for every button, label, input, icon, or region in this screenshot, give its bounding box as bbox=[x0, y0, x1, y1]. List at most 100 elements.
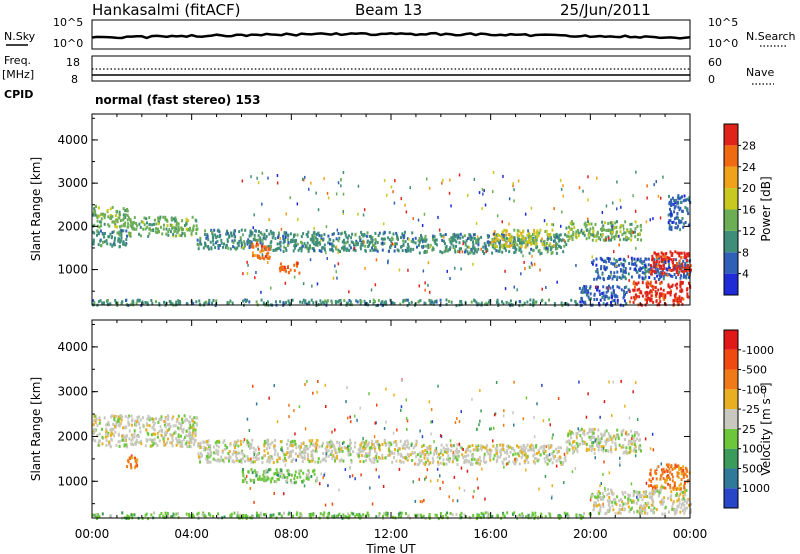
velocity-echo-cell bbox=[442, 453, 444, 457]
power-echo-cell bbox=[524, 245, 527, 249]
velocity-echo-cell bbox=[601, 496, 604, 499]
velocity-echo-cell bbox=[604, 430, 607, 434]
power-echo-band bbox=[92, 204, 129, 229]
velocity-echo-cell bbox=[527, 461, 530, 464]
velocity-echo-cell bbox=[474, 444, 477, 448]
power-echo-cell bbox=[501, 233, 503, 236]
power-echo-cell bbox=[451, 239, 454, 243]
power-scatter-cell bbox=[285, 231, 287, 235]
velocity-echo-cell bbox=[664, 486, 667, 490]
power-echo-cell bbox=[488, 299, 491, 303]
power-scatter-cell bbox=[618, 243, 620, 247]
power-echo-cell bbox=[370, 236, 373, 240]
power-echo-cell bbox=[474, 239, 477, 243]
velocity-echo-cell bbox=[686, 474, 689, 478]
velocity-echo-cell bbox=[98, 421, 101, 425]
velocity-echo-cell bbox=[406, 458, 409, 462]
power-echo-cell bbox=[121, 300, 124, 304]
velocity-echo-cell bbox=[171, 515, 174, 518]
power-echo-cell bbox=[494, 241, 497, 245]
power-echo-cell bbox=[120, 224, 123, 228]
power-echo-cell bbox=[332, 239, 335, 243]
velocity-echo-cell bbox=[193, 431, 196, 435]
velocity-echo-cell bbox=[207, 444, 210, 448]
velocity-echo-cell bbox=[205, 439, 208, 443]
power-echo-cell bbox=[504, 229, 507, 233]
velocity-echo-cell bbox=[683, 484, 686, 488]
velocity-echo-cell bbox=[415, 440, 418, 444]
power-echo-cell bbox=[513, 236, 516, 240]
power-echo-cell bbox=[665, 252, 668, 255]
power-scatter-cell bbox=[522, 254, 524, 258]
power-scatter-cell bbox=[348, 290, 350, 294]
velocity-echo-cell bbox=[327, 449, 330, 453]
power-echo-cell bbox=[455, 304, 458, 308]
power-echo-band bbox=[278, 261, 301, 275]
velocity-echo-cell bbox=[180, 443, 183, 447]
velocity-echo-cell bbox=[405, 512, 407, 515]
power-echo-cell bbox=[558, 233, 561, 237]
velocity-echo-cell bbox=[301, 460, 304, 463]
velocity-echo-cell bbox=[524, 449, 526, 453]
power-echo-cell bbox=[371, 235, 374, 239]
power-echo-cell bbox=[278, 246, 281, 250]
power-echo-cell bbox=[212, 236, 215, 240]
power-scatter-cell bbox=[475, 221, 478, 225]
velocity-echo-cell bbox=[167, 418, 170, 421]
velocity-echo-cell bbox=[527, 513, 530, 517]
power-echo-cell bbox=[353, 243, 356, 247]
power-scatter-cell bbox=[404, 203, 406, 207]
velocity-echo-cell bbox=[302, 442, 305, 446]
power-echo-cell bbox=[593, 298, 596, 301]
power-echo-cell bbox=[570, 298, 573, 302]
velocity-echo-cell bbox=[206, 457, 209, 461]
velocity-echo-cell bbox=[674, 466, 677, 470]
velocity-echo-cell bbox=[564, 459, 567, 463]
velocity-echo-cell bbox=[358, 451, 361, 455]
velocity-echo-cell bbox=[558, 459, 561, 463]
power-echo-cell bbox=[583, 233, 586, 237]
velocity-echo-cell bbox=[566, 512, 569, 516]
power-echo-cell bbox=[327, 234, 330, 238]
velocity-echo-cell bbox=[212, 451, 215, 455]
velocity-echo-cell bbox=[681, 503, 683, 507]
power-echo-cell bbox=[660, 287, 662, 291]
velocity-echo-cell bbox=[121, 438, 124, 442]
velocity-echo-cell bbox=[506, 452, 509, 455]
power-echo-cell bbox=[680, 220, 683, 224]
velocity-echo-cell bbox=[188, 432, 191, 436]
power-scatter-cell bbox=[417, 218, 420, 222]
power-echo-cell bbox=[293, 233, 295, 237]
power-echo-cell bbox=[169, 230, 172, 234]
power-echo-cell bbox=[349, 300, 352, 304]
velocity-echo-cell bbox=[108, 440, 111, 444]
power-echo-cell bbox=[450, 236, 453, 240]
power-echo-cell bbox=[249, 233, 252, 236]
power-echo-cell bbox=[444, 233, 447, 236]
velocity-echo-cell bbox=[156, 431, 159, 435]
power-echo-cell bbox=[439, 232, 442, 236]
power-echo-cell bbox=[653, 263, 656, 267]
velocity-echo-cell bbox=[125, 434, 128, 438]
velocity-echo-cell bbox=[670, 464, 673, 468]
velocity-echo-cell bbox=[564, 455, 567, 459]
velocity-echo-cell bbox=[375, 515, 378, 519]
velocity-echo-cell bbox=[97, 441, 100, 445]
power-echo-cell bbox=[531, 241, 534, 245]
velocity-echo-cell bbox=[634, 430, 637, 434]
power-echo-cell bbox=[677, 273, 680, 277]
velocity-echo-cell bbox=[130, 423, 133, 427]
velocity-echo-cell bbox=[682, 465, 685, 469]
power-echo-cell bbox=[393, 249, 396, 253]
power-scatter-cell bbox=[242, 245, 244, 249]
power-echo-cell bbox=[246, 240, 249, 244]
power-echo-cell bbox=[337, 248, 340, 252]
power-echo-cell bbox=[627, 237, 630, 241]
velocity-echo-cell bbox=[257, 445, 260, 449]
power-echo-cell bbox=[296, 233, 299, 237]
power-echo-cell bbox=[344, 233, 347, 237]
power-echo-cell bbox=[639, 224, 642, 228]
velocity-echo-cell bbox=[637, 498, 640, 502]
power-echo-cell bbox=[312, 301, 315, 305]
power-echo-cell bbox=[518, 300, 521, 303]
